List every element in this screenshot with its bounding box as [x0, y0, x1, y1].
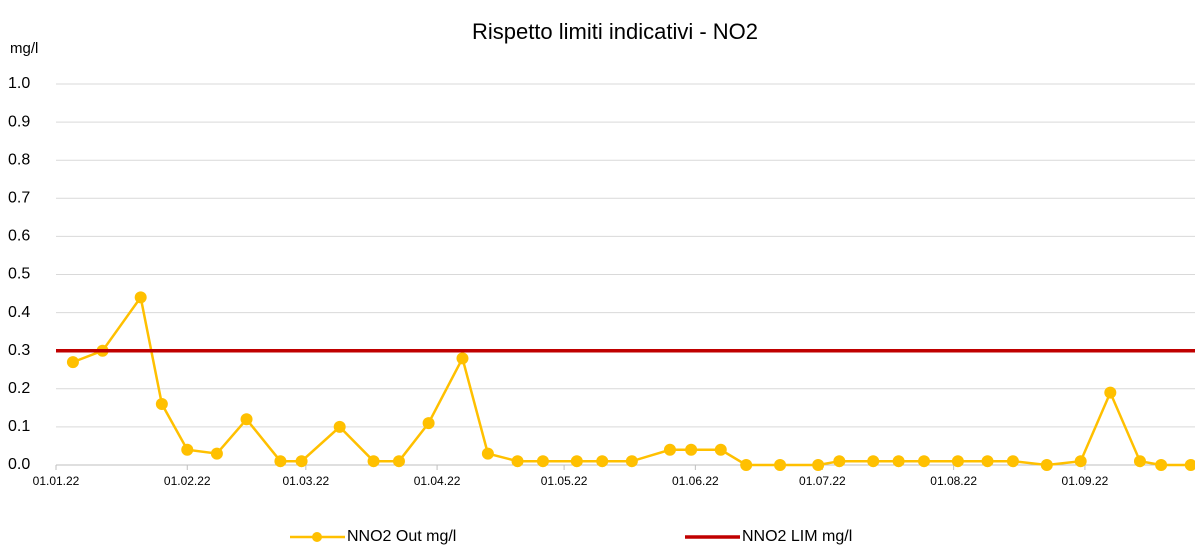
data-point [981, 455, 994, 468]
x-tick-label: 01.05.22 [541, 474, 588, 488]
data-point [210, 447, 223, 460]
x-tick-label: 01.03.22 [282, 474, 329, 488]
x-tick-label: 01.04.22 [414, 474, 461, 488]
data-point [1074, 455, 1087, 468]
data-point [570, 455, 583, 468]
y-tick-label: 0.6 [8, 228, 30, 245]
data-point [833, 455, 846, 468]
x-tick-label: 01.01.22 [33, 474, 80, 488]
x-tick-label: 01.08.22 [930, 474, 977, 488]
data-point [536, 455, 549, 468]
data-point [1040, 459, 1053, 471]
data-point [1184, 459, 1195, 471]
data-point [596, 455, 609, 468]
y-tick-label: 0.4 [8, 304, 30, 321]
data-point [367, 455, 380, 468]
x-tick-label: 01.09.22 [1062, 474, 1109, 488]
data-point [333, 420, 346, 433]
data-point [867, 455, 880, 468]
data-point [1155, 459, 1168, 471]
data-point [274, 455, 287, 468]
y-tick-label: 0.0 [8, 456, 30, 473]
data-point [422, 417, 435, 430]
chart-title: Rispetto limiti indicativi - NO2 [472, 19, 758, 44]
data-point [1104, 386, 1117, 399]
data-point [625, 455, 638, 468]
data-point [66, 356, 79, 369]
x-tick-label: 01.06.22 [672, 474, 719, 488]
data-point [892, 455, 905, 468]
y-tick-label: 0.5 [8, 266, 30, 283]
data-point [295, 455, 308, 468]
series-line [72, 294, 1191, 467]
y-axis-label: mg/l [10, 40, 38, 57]
data-point [456, 352, 469, 365]
legend-label: NNO2 LIM mg/l [742, 528, 852, 545]
x-tick-label: 01.07.22 [799, 474, 846, 488]
x-tick-label: 01.02.22 [164, 474, 211, 488]
data-point [134, 291, 147, 304]
y-tick-label: 0.3 [8, 342, 30, 359]
data-point [740, 459, 753, 471]
data-point [481, 447, 494, 460]
data-point [181, 443, 194, 456]
data-point [714, 443, 727, 456]
y-tick-label: 0.1 [8, 418, 30, 435]
data-point [774, 459, 787, 471]
data-point [951, 455, 964, 468]
y-tick-label: 0.2 [8, 380, 30, 397]
data-point [685, 443, 698, 456]
data-point [812, 459, 825, 471]
y-tick-label: 1.0 [8, 75, 30, 92]
legend-marker [312, 532, 322, 542]
y-tick-label: 0.8 [8, 151, 30, 168]
data-point [155, 398, 168, 411]
data-point [1133, 455, 1146, 468]
data-point [392, 455, 405, 468]
data-point [240, 413, 253, 426]
data-point [663, 443, 676, 456]
data-point [1006, 455, 1019, 468]
y-tick-label: 0.9 [8, 113, 30, 130]
data-point [511, 455, 524, 468]
data-point [918, 455, 931, 468]
legend-label: NNO2 Out mg/l [347, 528, 456, 545]
y-tick-label: 0.7 [8, 190, 30, 207]
